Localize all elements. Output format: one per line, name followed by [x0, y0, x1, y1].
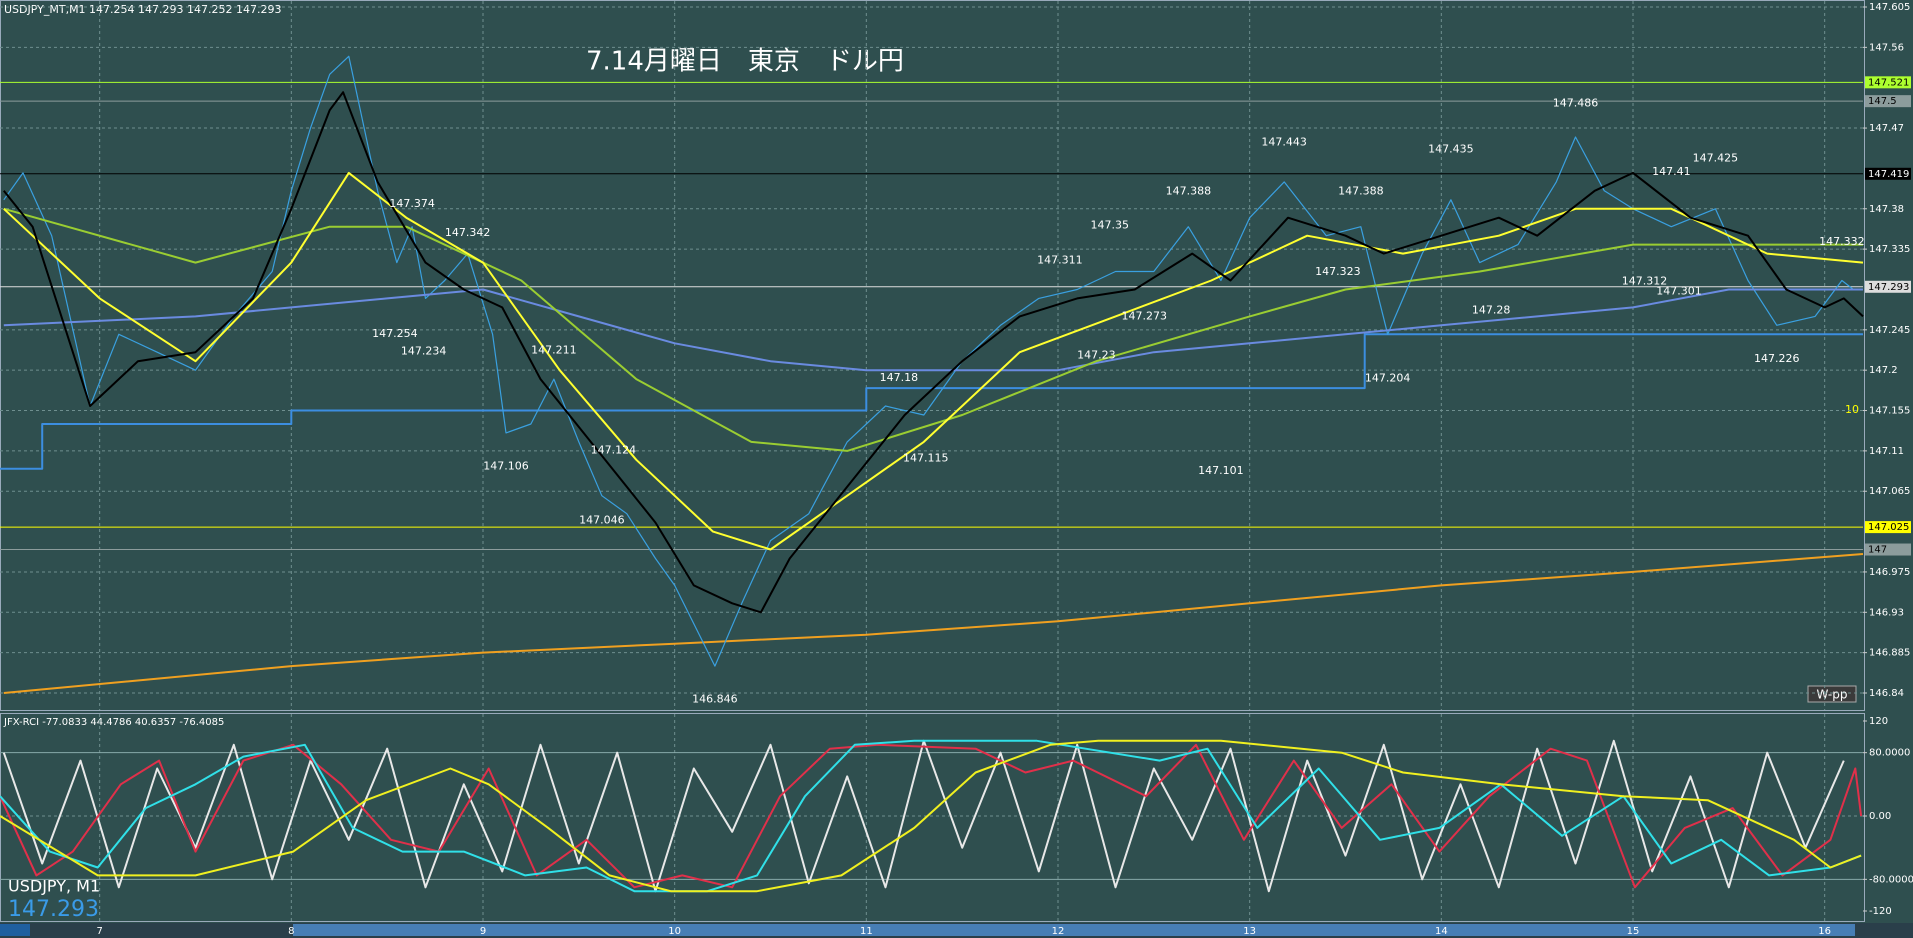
y-tick-label: 147.56: [1869, 42, 1904, 53]
y-tick-label: 146.885: [1869, 648, 1910, 659]
y-tick-label: 147.605: [1869, 2, 1910, 13]
y-tick-label: 146.84: [1869, 688, 1904, 699]
x-tick-label: 12: [1052, 926, 1065, 937]
wpp-button[interactable]: [1807, 685, 1857, 703]
main-panel: [0, 0, 1865, 711]
series-line: [3, 55, 1854, 667]
y-tick-label: 146.93: [1869, 607, 1904, 618]
series-line: [0, 739, 1862, 893]
level-box: [1865, 280, 1911, 293]
y-tick-label: 146.975: [1869, 567, 1910, 578]
high-label: 147.443: [1261, 135, 1307, 148]
y-tick-label: 147.065: [1869, 486, 1910, 497]
series-line: [3, 207, 1863, 452]
low-label: 147.23: [1077, 348, 1116, 361]
low-label: 147.312: [1622, 275, 1668, 288]
low-label: 147.273: [1122, 310, 1168, 323]
high-label: 147.332: [1819, 235, 1865, 248]
scroll-start[interactable]: [0, 924, 30, 936]
x-tick-label: 8: [288, 926, 294, 937]
high-label: 147.311: [1037, 254, 1083, 267]
x-tick-label: 7: [96, 926, 102, 937]
level-label: 147: [1868, 545, 1887, 556]
y-tick-label: 80.0000: [1869, 748, 1910, 759]
high-label: 147.388: [1166, 185, 1212, 198]
high-label: 147.41: [1652, 165, 1691, 178]
wpp-button-label[interactable]: W-pp: [1817, 688, 1848, 702]
bar-count: 10: [1845, 403, 1859, 416]
y-tick-label: -80.0000: [1869, 874, 1913, 885]
low-label: 147.301: [1656, 285, 1702, 298]
low-label: 147.101: [1198, 464, 1244, 477]
x-tick-label: 14: [1435, 926, 1448, 937]
level-box: [1865, 76, 1911, 89]
low-label: 147.204: [1365, 372, 1411, 385]
series-line: [3, 288, 1863, 372]
high-label: 147.211: [531, 343, 577, 356]
high-label: 147.342: [445, 226, 491, 239]
high-label: 147.435: [1428, 142, 1474, 155]
low-label: 147.124: [591, 443, 637, 456]
y-tick-label: 120: [1869, 716, 1888, 727]
series-line: [3, 553, 1864, 694]
symbol-label: USDJPY, M1: [8, 877, 100, 896]
high-label: 147.374: [389, 197, 435, 210]
series-line: [3, 91, 1864, 614]
chart-title: 7.14月曜日 東京 ドル円: [586, 47, 904, 77]
high-label: 147.486: [1553, 97, 1599, 110]
level-label: 147.5: [1868, 96, 1897, 107]
series-line: [0, 333, 1863, 470]
low-label: 147.046: [579, 513, 625, 526]
x-tick-label: 10: [668, 926, 681, 937]
y-tick-label: 147.335: [1869, 244, 1910, 255]
high-label: 147.18: [880, 371, 919, 384]
level-box: [1865, 95, 1911, 108]
y-tick-label: 147.2: [1869, 365, 1898, 376]
y-tick-label: 147.11: [1869, 446, 1904, 457]
low-label: 147.254: [372, 327, 418, 340]
level-label: 147.419: [1868, 169, 1909, 180]
y-tick-label: -120: [1869, 906, 1892, 917]
level-box: [1865, 543, 1911, 556]
x-tick-label: 13: [1243, 926, 1256, 937]
level-label: 147.521: [1868, 77, 1909, 88]
x-tick-label: 16: [1818, 926, 1831, 937]
level-box: [1865, 167, 1911, 180]
level-label: 147.025: [1868, 522, 1909, 533]
y-tick-label: 147.38: [1869, 204, 1904, 215]
y-tick-label: 147.245: [1869, 325, 1910, 336]
rci-header: JFX-RCI -77.0833 44.4786 40.6357 -76.408…: [3, 717, 224, 728]
main-header: USDJPY_MT,M1 147.254 147.293 147.252 147…: [4, 3, 282, 16]
x-tick-label: 15: [1627, 926, 1640, 937]
low-label: 147.106: [483, 459, 529, 472]
series-line: [3, 171, 1864, 551]
low-label: 146.846: [692, 693, 738, 706]
x-tick-label: 9: [480, 926, 486, 937]
low-label: 147.323: [1315, 265, 1361, 278]
low-label: 147.115: [903, 451, 949, 464]
scroll-bar[interactable]: [293, 924, 1855, 936]
level-label: 147.293: [1868, 282, 1909, 293]
high-label: 147.35: [1091, 219, 1130, 232]
high-label: 147.388: [1338, 185, 1384, 198]
y-tick-label: 147.155: [1869, 406, 1910, 417]
series-line: [0, 739, 1862, 893]
price-label: 147.293: [8, 897, 99, 922]
low-label: 147.28: [1472, 303, 1511, 316]
y-tick-label: 147.47: [1869, 123, 1904, 134]
x-tick-label: 11: [860, 926, 873, 937]
level-box: [1865, 521, 1911, 534]
low-label: 147.234: [401, 345, 447, 358]
high-label: 147.425: [1693, 151, 1739, 164]
low-label: 147.226: [1754, 352, 1800, 365]
y-tick-label: 0.00: [1869, 811, 1891, 822]
rci-panel: [0, 713, 1865, 922]
